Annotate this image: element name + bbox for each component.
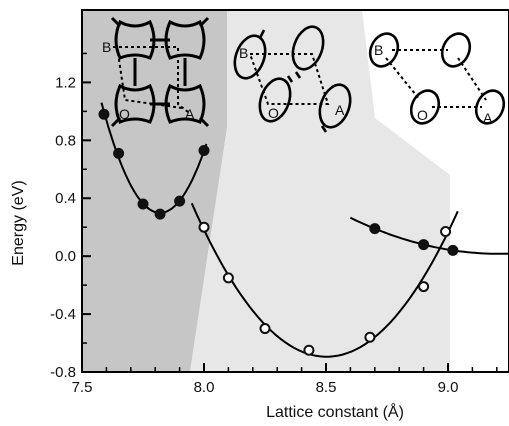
inset-1-dashed-path [113,46,189,113]
inset-2-dashed-path [249,53,330,105]
inset-3-label-o: O [417,107,428,123]
inset-orbital-diagram-2 [233,25,352,133]
series-3-point [418,239,430,251]
x-tick-label: 8.0 [194,379,215,396]
inset-1-orbitals [114,19,206,124]
x-axis-title: Lattice constant (Å) [266,402,404,421]
series-2-point [303,344,315,356]
inset-orbital-diagram-1 [110,16,210,128]
series-1-point [137,198,149,210]
series-2-point [440,226,452,238]
region-light [190,10,450,372]
inset-1-label-b: B [102,39,111,55]
inset-1-label-o: O [119,106,130,122]
series-2-fit-curve [190,202,459,358]
inset-3-orbital-tr [440,32,472,68]
inset-3-orbital-b [368,32,400,68]
inset-2-orbital-o [258,77,292,123]
series-2-point [198,221,210,233]
inset-orbital-diagram-3 [368,32,506,125]
x-tick-label: 9.0 [438,379,459,396]
series-2-point [418,281,430,293]
axis-ticks: 7.5 8.0 8.5 9.0 -0.8 -0.4 0.0 0.4 0.8 1.2 [50,52,498,396]
inset-2-label-o: O [268,105,279,121]
inset-2-orbital-b [233,34,267,80]
plot-frame [81,9,509,373]
y-tick-label: 1.2 [55,74,76,91]
inset-2-orbital-tr [291,25,325,71]
y-tick-label: 0.4 [55,190,76,207]
series-1-point [113,147,125,159]
series-2-point [364,331,376,343]
series-1-point [174,195,186,207]
series-2-point [222,272,234,284]
inset-1-bonds [110,16,210,128]
series-1-point [98,108,110,120]
series-3-point [369,223,381,235]
inset-2-label-a: A [335,102,345,118]
series-2-point [259,323,271,335]
y-tick-label: 0.8 [55,132,76,149]
x-tick-label: 7.5 [72,379,93,396]
y-tick-label: -0.4 [50,306,76,323]
inset-1-label-a: A [185,106,195,122]
series-3-point [447,244,459,256]
inset-3-dashed-path [385,49,487,108]
region-dark [82,10,227,372]
series-1-point [154,208,166,220]
x-tick-label: 8.5 [316,379,337,396]
y-tick-label: 0.0 [55,248,76,265]
inset-3-orbital-a [474,89,506,125]
plot-marks [98,102,509,358]
y-axis-title: Energy (eV) [10,180,27,265]
inset-3-label-a: A [483,110,493,126]
inset-2-bonds [258,29,328,133]
series-1-point [198,144,210,156]
inset-3-orbital-o [409,89,441,125]
inset-2-orbital-a [318,83,352,129]
inset-2-label-b: B [239,45,248,61]
inset-3-label-b: B [374,42,383,58]
y-tick-label: -0.8 [50,364,76,381]
